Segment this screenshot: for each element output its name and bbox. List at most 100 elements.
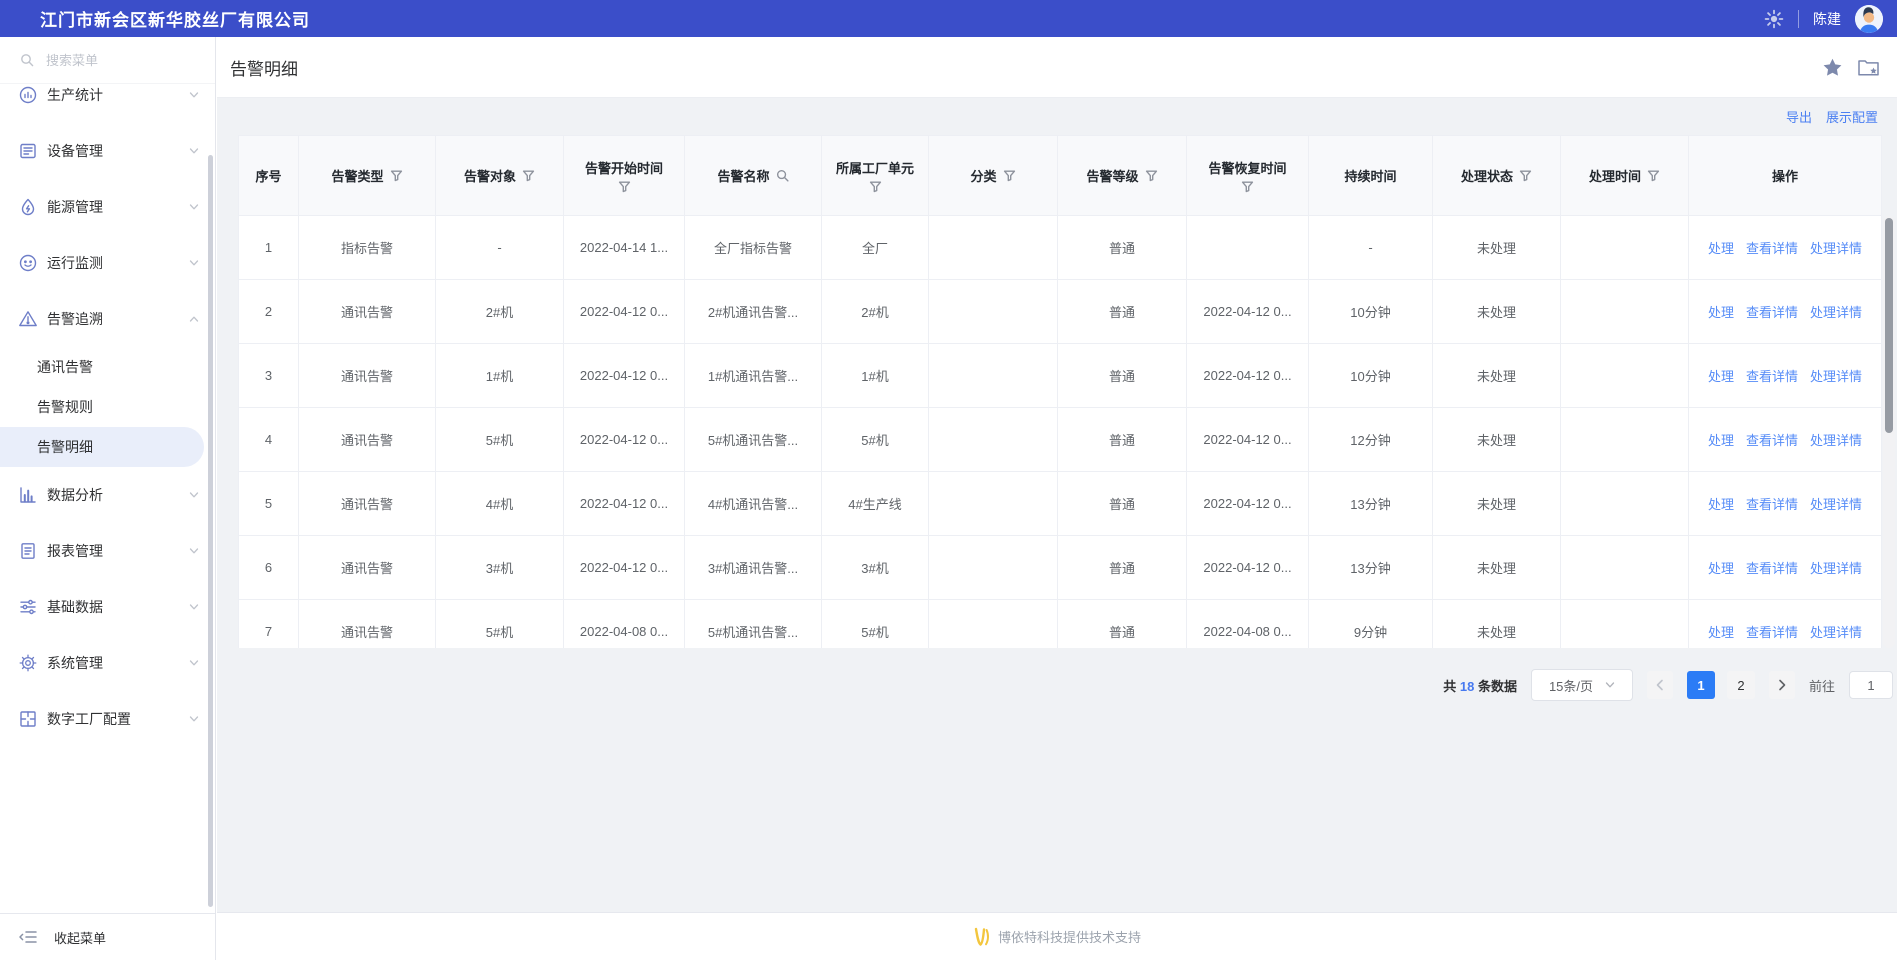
avatar[interactable] (1855, 4, 1883, 33)
cell: 9分钟 (1308, 599, 1433, 648)
folder-star-icon[interactable] (1858, 59, 1879, 76)
view-detail-link[interactable]: 查看详情 (1745, 241, 1798, 256)
handle-detail-link[interactable]: 处理详情 (1810, 241, 1863, 256)
column-label: 所属工厂单元 (835, 161, 914, 176)
cell: - (1308, 215, 1433, 280)
username[interactable]: 陈建 (1813, 10, 1841, 27)
handle-link[interactable]: 处理 (1707, 369, 1734, 384)
column-label: 序号 (255, 169, 282, 184)
cell: 1 (238, 215, 299, 280)
column-label: 分类 (970, 169, 997, 184)
view-detail-link[interactable]: 查看详情 (1745, 561, 1798, 576)
handle-link[interactable]: 处理 (1707, 433, 1734, 448)
filter-icon[interactable] (618, 180, 631, 193)
cell (1560, 407, 1689, 472)
sidebar-item-production-stats[interactable]: 生产统计 (0, 83, 215, 123)
sidebar-item-basic-data[interactable]: 基础数据 (0, 579, 215, 635)
view-detail-link[interactable]: 查看详情 (1745, 369, 1798, 384)
cell: 未处理 (1432, 599, 1561, 648)
cell (928, 599, 1058, 648)
handle-link[interactable]: 处理 (1707, 241, 1734, 256)
sidebar-item-device-management[interactable]: 设备管理 (0, 123, 215, 179)
filter-icon[interactable] (1647, 169, 1660, 182)
sidebar-menu-list: 生产统计 设备管理 能源管理 运行监测 告警追溯通讯告警告警规则 告警明细 数据分析 报表管理… (0, 83, 215, 747)
view-detail-link[interactable]: 查看详情 (1745, 305, 1798, 320)
handle-detail-link[interactable]: 处理详情 (1810, 369, 1863, 384)
sidebar-item-data-analysis[interactable]: 数据分析 (0, 467, 215, 523)
filter-icon[interactable] (1145, 169, 1158, 182)
filter-icon[interactable] (1519, 169, 1532, 182)
cell: 12分钟 (1308, 407, 1433, 472)
column-header-inner: 处理状态 (1437, 166, 1556, 185)
export-link[interactable]: 导出 (1785, 110, 1812, 125)
cell: 3#机 (435, 535, 564, 600)
handle-link[interactable]: 处理 (1707, 561, 1734, 576)
goto-page-input[interactable] (1849, 671, 1893, 699)
cell: 4#机 (435, 471, 564, 536)
filter-icon[interactable] (522, 169, 535, 182)
cell (928, 471, 1058, 536)
cell: 2022-04-12 0... (1186, 279, 1309, 344)
page-size-select[interactable]: 15条/页 (1530, 669, 1633, 701)
table-scrollbar-thumb[interactable] (1885, 218, 1893, 433)
column-header-inner: 所属工厂单元 (826, 158, 924, 193)
column-header-seq: 序号 (238, 135, 299, 216)
page-1-button[interactable]: 1 (1686, 671, 1715, 699)
sidebar-scrollbar[interactable] (208, 155, 213, 907)
sidebar-subitem-alarm-detail[interactable]: 告警明细 (0, 427, 204, 467)
handle-detail-link[interactable]: 处理详情 (1810, 305, 1863, 320)
view-detail-link[interactable]: 查看详情 (1745, 625, 1798, 640)
device-icon (18, 141, 38, 161)
chevron-down-icon (189, 658, 199, 668)
display-config-link[interactable]: 展示配置 (1825, 110, 1878, 125)
menu-search-input[interactable] (44, 51, 178, 69)
cell: 2022-04-12 0... (1186, 471, 1309, 536)
prev-page-button[interactable] (1646, 671, 1673, 699)
sidebar-item-alarm-tracing[interactable]: 告警追溯 (0, 291, 215, 347)
company-title: 江门市新会区新华胶丝厂有限公司 (40, 11, 310, 30)
filter-icon[interactable] (390, 169, 403, 182)
sidebar-item-energy-management[interactable]: 能源管理 (0, 179, 215, 235)
column-label: 告警恢复时间 (1208, 161, 1287, 176)
handle-detail-link[interactable]: 处理详情 (1810, 561, 1863, 576)
table-body: 1 指标告警 -2022-04-14 1... 全厂指标告警 全厂 普通 - 未处理 处理 查看详… (238, 215, 1882, 648)
table-row: 6 通讯告警 3#机 2022-04-12 0... 3#机通讯告警... 3#机 普通 20… (238, 535, 1882, 600)
sidebar-item-operation-monitoring[interactable]: 运行监测 (0, 235, 215, 291)
column-label: 持续时间 (1344, 169, 1397, 184)
footer-support-text: 博依特科技提供技术支持 (997, 930, 1141, 945)
handle-detail-link[interactable]: 处理详情 (1810, 433, 1863, 448)
column-header-actions: 操作 (1688, 135, 1882, 216)
search-icon[interactable] (776, 169, 789, 182)
cell: 通讯告警 (298, 535, 436, 600)
handle-detail-link[interactable]: 处理详情 (1810, 497, 1863, 512)
handle-link[interactable]: 处理 (1707, 625, 1734, 640)
sidebar-item-report-management[interactable]: 报表管理 (0, 523, 215, 579)
view-detail-link[interactable]: 查看详情 (1745, 433, 1798, 448)
collapse-menu-button[interactable]: 收起菜单 (0, 913, 215, 960)
table-scrollbar[interactable] (1883, 216, 1895, 648)
sidebar-item-system-management[interactable]: 系统管理 (0, 635, 215, 691)
cell: 4#机通讯告警... (684, 471, 822, 536)
sidebar-item-digital-factory-config[interactable]: 数字工厂配置 (0, 691, 215, 747)
handle-link[interactable]: 处理 (1707, 497, 1734, 512)
chevron-down-icon (189, 714, 199, 724)
sidebar-subitem-alarm-rules[interactable]: 告警规则 (0, 387, 215, 427)
page-title: 告警明细 (230, 59, 298, 79)
next-page-button[interactable] (1768, 671, 1795, 699)
sidebar-subitem-label: 通讯告警 (37, 359, 93, 375)
favorite-star-icon[interactable] (1823, 58, 1842, 76)
table-header: 序号 告警类型 告警对象 告警开始时间 告警名称 所属工厂单元 分类 告警等级 告警恢复时间 持续… (238, 135, 1882, 216)
sidebar-subitem-communication-alarm[interactable]: 通讯告警 (0, 347, 215, 387)
view-detail-link[interactable]: 查看详情 (1745, 497, 1798, 512)
handle-link[interactable]: 处理 (1707, 305, 1734, 320)
filter-icon[interactable] (1003, 169, 1016, 182)
handle-detail-link[interactable]: 处理详情 (1810, 625, 1863, 640)
page-2-button[interactable]: 2 (1726, 671, 1755, 699)
settings-gear-icon[interactable] (1764, 9, 1784, 29)
filter-icon[interactable] (1241, 180, 1254, 193)
stats-icon (18, 85, 38, 105)
cell: 通讯告警 (298, 343, 436, 408)
filter-icon[interactable] (869, 180, 882, 193)
cell: 2022-04-08 0... (1186, 599, 1309, 648)
